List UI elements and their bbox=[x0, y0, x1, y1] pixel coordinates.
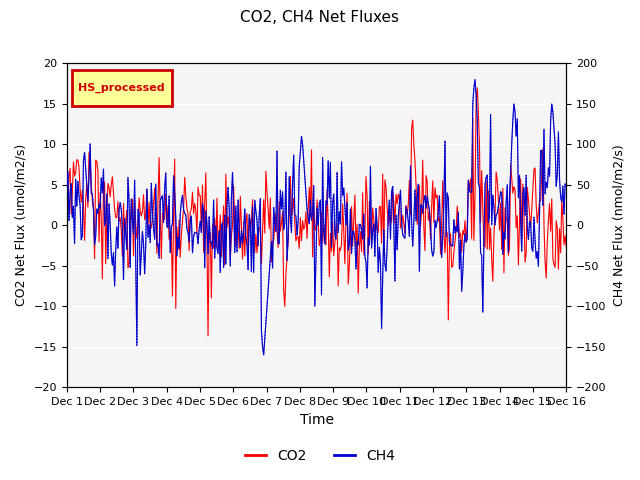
Text: HS_processed: HS_processed bbox=[79, 83, 165, 93]
Y-axis label: CH4 Net Flux (nmol/m2/s): CH4 Net Flux (nmol/m2/s) bbox=[612, 144, 625, 306]
Text: CO2, CH4 Net Fluxes: CO2, CH4 Net Fluxes bbox=[241, 10, 399, 24]
Y-axis label: CO2 Net Flux (umol/m2/s): CO2 Net Flux (umol/m2/s) bbox=[15, 144, 28, 307]
Legend: CO2, CH4: CO2, CH4 bbox=[239, 443, 401, 468]
FancyBboxPatch shape bbox=[72, 70, 172, 106]
X-axis label: Time: Time bbox=[300, 413, 333, 427]
